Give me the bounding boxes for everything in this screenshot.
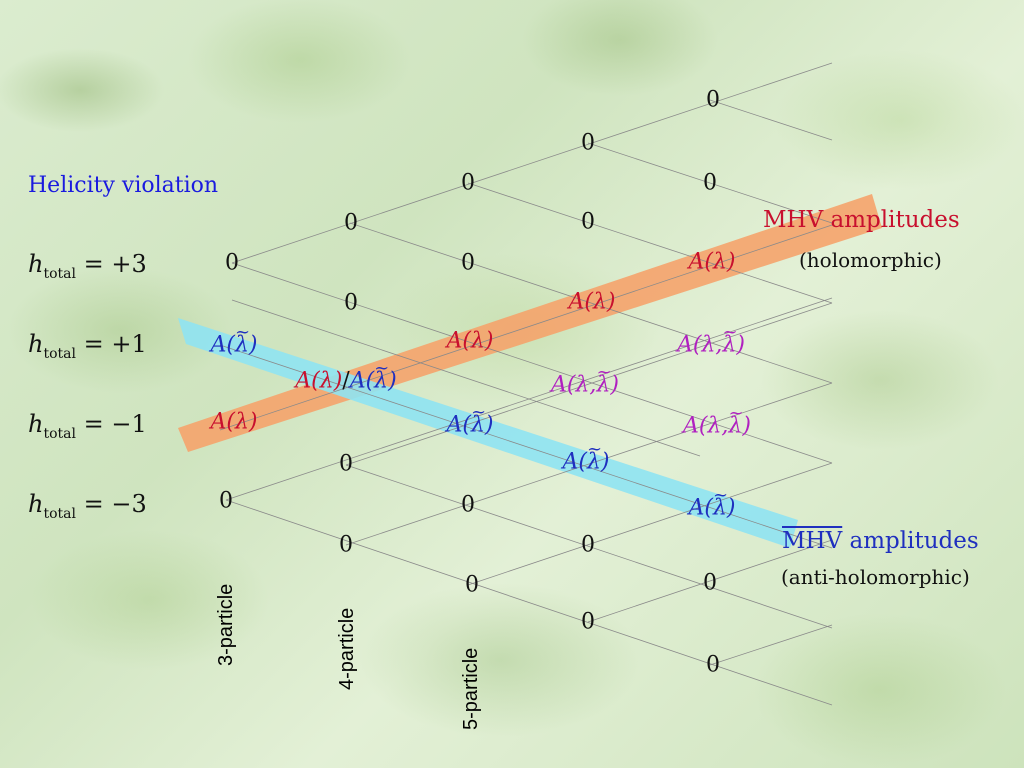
four-particle-amplitude: A(λ)/A(λ) — [295, 358, 396, 394]
mhvbar-amplitude: A(λ) — [210, 322, 257, 358]
mixed-amplitude: A(λ,λ) — [683, 403, 751, 439]
column-label-5-particle: 5-particle — [460, 647, 482, 730]
zero-node: 0 — [465, 572, 479, 598]
diagram-title: Helicity violation — [28, 173, 219, 198]
mhvbar-band-label: MHV amplitudes — [782, 528, 979, 554]
column-label-4-particle: 4-particle — [336, 607, 358, 690]
zero-node: 0 — [339, 451, 353, 477]
zero-node: 0 — [225, 250, 239, 276]
mhv-amplitude: A(λ) — [688, 249, 736, 275]
mhv-amplitude: A(λ) — [210, 409, 258, 435]
mhv-amplitude: A(λ) — [568, 289, 616, 315]
zero-node: 0 — [339, 532, 353, 558]
mhvbar-band-note: (anti-holomorphic) — [781, 565, 970, 589]
zero-node: 0 — [703, 570, 717, 596]
mhvbar-amplitude: A(λ) — [562, 439, 609, 475]
helicity-row-minus3: htotal = −3 — [28, 490, 147, 522]
zero-node: 0 — [581, 130, 595, 156]
zero-node: 0 — [703, 170, 717, 196]
zero-node: 0 — [581, 609, 595, 635]
zero-node: 0 — [706, 652, 720, 678]
helicity-row-minus1: htotal = −1 — [28, 410, 147, 442]
column-label-3-particle: 3-particle — [215, 583, 237, 666]
mhvbar-band — [178, 318, 798, 548]
mixed-amplitude: A(λ,λ) — [677, 322, 745, 358]
mhv-amplitude: A(λ) — [446, 328, 494, 354]
zero-node: 0 — [706, 87, 720, 113]
mhv-band-label: MHV amplitudes — [763, 207, 960, 233]
zero-node: 0 — [581, 209, 595, 235]
helicity-row-plus1: htotal = +1 — [28, 330, 147, 362]
zero-node: 0 — [344, 290, 358, 316]
mixed-amplitude: A(λ,λ) — [551, 362, 619, 398]
zero-node: 0 — [461, 492, 475, 518]
helicity-row-plus3: htotal = +3 — [28, 250, 147, 282]
mhvbar-amplitude: A(λ) — [446, 402, 493, 438]
zero-node: 0 — [461, 250, 475, 276]
mhv-band-note: (holomorphic) — [799, 248, 942, 272]
zero-node: 0 — [219, 488, 233, 514]
mhvbar-amplitude: A(λ) — [688, 485, 735, 521]
zero-node: 0 — [581, 532, 595, 558]
zero-node: 0 — [461, 170, 475, 196]
zero-node: 0 — [344, 210, 358, 236]
